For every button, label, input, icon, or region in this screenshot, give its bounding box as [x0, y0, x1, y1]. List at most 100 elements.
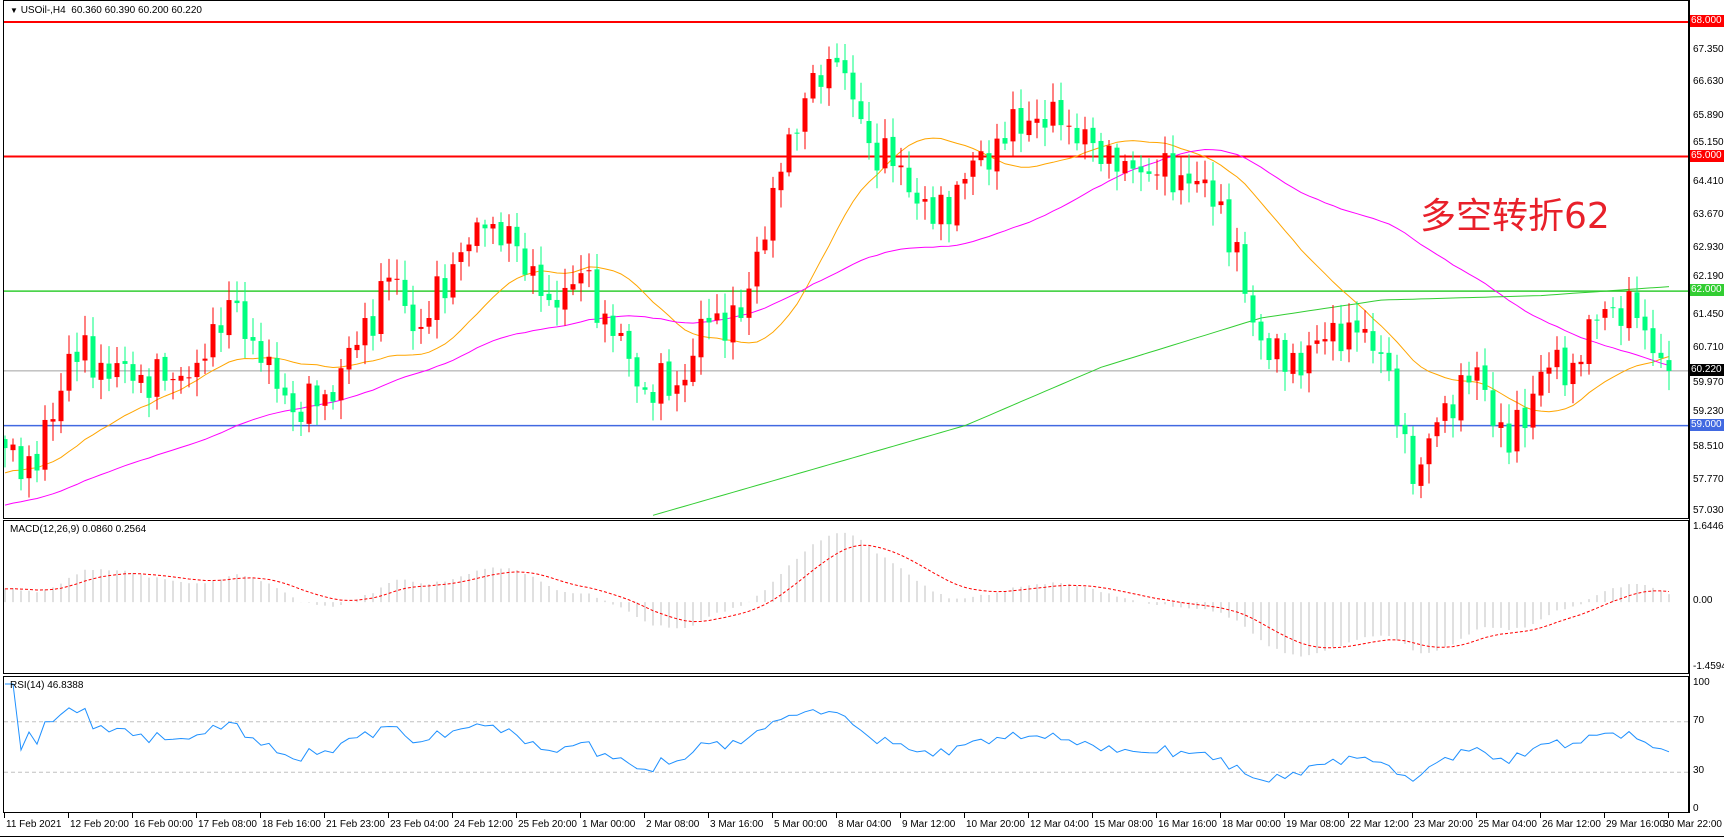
candle — [42, 405, 48, 481]
candle — [450, 252, 456, 305]
candle — [714, 294, 720, 325]
candle — [402, 260, 408, 314]
candle — [858, 82, 864, 124]
candle-body — [722, 312, 728, 341]
candle — [1666, 340, 1672, 391]
candle — [522, 232, 528, 281]
candle — [1642, 299, 1648, 350]
candle-body — [746, 288, 752, 318]
candle-body — [954, 184, 960, 226]
candle-body — [1218, 201, 1224, 206]
candle-body — [778, 171, 784, 191]
candle-body — [154, 359, 160, 397]
price-tick-label: 62.190 — [1693, 271, 1724, 283]
rsi-tick-label: 70 — [1693, 714, 1705, 726]
time-tick-label: 18 Feb 16:00 — [262, 819, 321, 830]
candle — [922, 186, 928, 220]
candle — [146, 368, 152, 418]
candle-body — [1226, 199, 1232, 253]
candle-body — [322, 394, 328, 406]
macd-panel[interactable]: MACD(12,26,9) 0.0860 0.2564 — [3, 520, 1689, 674]
time-tick-label: 9 Mar 12:00 — [902, 819, 956, 830]
candle-body — [826, 59, 832, 89]
candle-body — [1586, 319, 1592, 365]
candle-body — [986, 153, 992, 170]
candle-body — [938, 194, 944, 225]
rsi-line — [5, 683, 1670, 783]
candle-body — [146, 376, 152, 398]
candle — [666, 349, 672, 401]
candle-body — [1466, 375, 1472, 383]
level-price-tag: 65.000 — [1689, 149, 1724, 162]
candle — [1138, 155, 1144, 192]
candle-body — [1322, 339, 1328, 342]
candle-body — [186, 377, 192, 379]
price-tick-label: 61.450 — [1693, 308, 1724, 320]
candle-body — [1130, 160, 1136, 169]
candle — [10, 438, 16, 462]
rsi-panel[interactable]: RSI(14) 46.8388 — [3, 676, 1689, 813]
time-tick-label: 17 Feb 08:00 — [198, 819, 257, 830]
candle-body — [402, 279, 408, 306]
candle-body — [1394, 368, 1400, 426]
time-tick-mark — [324, 813, 325, 818]
candle-body — [770, 187, 776, 241]
candle — [1146, 158, 1152, 182]
candle — [338, 358, 344, 420]
candle-body — [1234, 242, 1240, 253]
candle — [1458, 363, 1464, 432]
candle — [1442, 395, 1448, 433]
candle-body — [1666, 360, 1672, 371]
candle — [826, 46, 832, 106]
time-tick-label: 24 Feb 12:00 — [454, 819, 513, 830]
triangle-down-icon[interactable]: ▼ — [10, 6, 18, 15]
candle — [1554, 336, 1560, 380]
candle-body — [682, 379, 688, 386]
candle — [1106, 140, 1112, 179]
price-tick-label: 60.710 — [1693, 341, 1724, 353]
candle — [1546, 352, 1552, 393]
candle — [322, 389, 328, 421]
candle — [58, 373, 64, 434]
time-tick-mark — [1412, 813, 1413, 818]
candle-body — [82, 335, 88, 361]
candle-body — [1610, 307, 1616, 309]
candle-body — [818, 75, 824, 87]
candle — [594, 254, 600, 329]
candle-body — [266, 356, 272, 366]
time-tick-label: 25 Feb 20:00 — [518, 819, 577, 830]
time-tick-mark — [1284, 813, 1285, 818]
candle-body — [1146, 171, 1152, 174]
candle-body — [1642, 316, 1648, 331]
candle — [1394, 354, 1400, 438]
candle-body — [1506, 423, 1512, 453]
candle — [386, 258, 392, 301]
candle — [346, 336, 352, 384]
candle — [82, 315, 88, 373]
candle — [250, 318, 256, 355]
time-tick-label: 26 Mar 12:00 — [1542, 819, 1601, 830]
candle — [794, 128, 800, 151]
level-price-tag: 68.000 — [1689, 15, 1724, 27]
candle-body — [1122, 161, 1128, 174]
candle-body — [450, 264, 456, 298]
candle-body — [1338, 323, 1344, 352]
time-tick-label: 15 Mar 08:00 — [1094, 819, 1153, 830]
candle-body — [1490, 390, 1496, 426]
time-tick-mark — [1028, 813, 1029, 818]
candle-body — [1074, 127, 1080, 144]
price-chart-panel[interactable]: ▼ USOil-,H4 60.360 60.390 60.200 60.220 … — [3, 0, 1689, 519]
candle-body — [786, 134, 792, 173]
candle-body — [370, 316, 376, 336]
slow-ma-line — [652, 286, 1670, 516]
candle-body — [306, 383, 312, 424]
candle-body — [42, 419, 48, 470]
candle — [1218, 184, 1224, 214]
candle — [426, 300, 432, 334]
candle-body — [338, 368, 344, 401]
candle-body — [946, 196, 952, 225]
candle — [954, 181, 960, 232]
candle — [658, 353, 664, 421]
candle — [114, 346, 120, 388]
candle-body — [1178, 175, 1184, 191]
